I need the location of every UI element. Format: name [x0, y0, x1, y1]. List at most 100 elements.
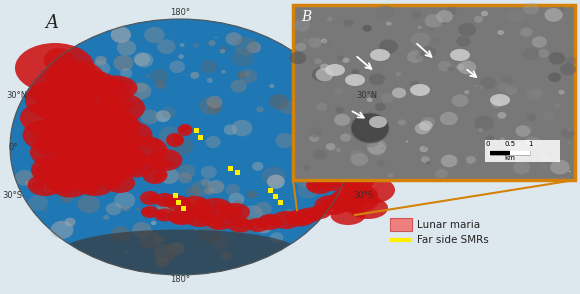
Ellipse shape [206, 78, 213, 83]
Ellipse shape [226, 32, 242, 46]
Ellipse shape [60, 193, 73, 203]
Ellipse shape [523, 30, 528, 34]
Ellipse shape [88, 71, 97, 78]
Ellipse shape [335, 88, 343, 94]
Ellipse shape [42, 103, 68, 124]
Ellipse shape [314, 195, 350, 215]
Ellipse shape [191, 181, 211, 196]
Ellipse shape [240, 69, 258, 83]
Ellipse shape [201, 214, 216, 225]
Ellipse shape [25, 129, 41, 142]
Ellipse shape [83, 155, 133, 185]
Ellipse shape [114, 55, 133, 71]
Ellipse shape [32, 131, 50, 145]
Ellipse shape [523, 2, 539, 15]
Ellipse shape [532, 90, 541, 96]
Ellipse shape [560, 63, 577, 75]
Text: km: km [505, 155, 516, 161]
Ellipse shape [242, 205, 263, 221]
Ellipse shape [507, 9, 525, 22]
Ellipse shape [44, 45, 316, 249]
Ellipse shape [329, 178, 346, 186]
Ellipse shape [204, 187, 214, 195]
Ellipse shape [195, 210, 212, 220]
Ellipse shape [20, 112, 41, 129]
Ellipse shape [321, 198, 341, 209]
Ellipse shape [559, 90, 565, 95]
Ellipse shape [333, 198, 352, 210]
Ellipse shape [15, 170, 34, 186]
Ellipse shape [331, 205, 365, 225]
Bar [390, 218, 412, 231]
Ellipse shape [95, 56, 107, 65]
Ellipse shape [322, 39, 334, 47]
Ellipse shape [96, 136, 110, 147]
Ellipse shape [307, 173, 320, 183]
Ellipse shape [441, 155, 458, 167]
Ellipse shape [560, 53, 571, 62]
Ellipse shape [228, 206, 241, 213]
Ellipse shape [96, 92, 117, 109]
Ellipse shape [396, 72, 401, 76]
Ellipse shape [566, 57, 577, 65]
Ellipse shape [419, 121, 433, 131]
Ellipse shape [159, 168, 179, 184]
Ellipse shape [543, 112, 556, 121]
Ellipse shape [303, 38, 309, 43]
Ellipse shape [141, 206, 159, 218]
Ellipse shape [57, 88, 122, 123]
Ellipse shape [64, 218, 75, 226]
Ellipse shape [367, 97, 373, 102]
Ellipse shape [452, 94, 469, 107]
Ellipse shape [96, 168, 122, 179]
Ellipse shape [308, 127, 322, 138]
Ellipse shape [343, 158, 387, 183]
Ellipse shape [133, 52, 150, 66]
Ellipse shape [200, 97, 222, 115]
Ellipse shape [106, 104, 130, 120]
Ellipse shape [154, 235, 164, 243]
Ellipse shape [318, 161, 328, 168]
Ellipse shape [215, 36, 218, 39]
Ellipse shape [108, 93, 119, 102]
Ellipse shape [91, 176, 113, 187]
Ellipse shape [147, 149, 183, 171]
Ellipse shape [271, 211, 301, 229]
Ellipse shape [106, 203, 122, 215]
Bar [180, 206, 186, 211]
Ellipse shape [57, 109, 78, 127]
Ellipse shape [36, 141, 60, 155]
Ellipse shape [501, 138, 505, 141]
Ellipse shape [262, 167, 285, 186]
Ellipse shape [398, 119, 406, 126]
Ellipse shape [219, 46, 228, 53]
Ellipse shape [527, 114, 536, 121]
Ellipse shape [379, 40, 398, 54]
Ellipse shape [151, 221, 157, 225]
Ellipse shape [548, 72, 561, 82]
Ellipse shape [258, 214, 282, 230]
Ellipse shape [321, 135, 332, 144]
Ellipse shape [184, 209, 216, 227]
Ellipse shape [320, 133, 336, 145]
Ellipse shape [26, 99, 35, 106]
Ellipse shape [107, 166, 129, 179]
Ellipse shape [346, 185, 378, 205]
Text: B: B [301, 10, 311, 24]
Ellipse shape [481, 11, 488, 16]
Ellipse shape [246, 191, 258, 199]
Ellipse shape [329, 180, 343, 186]
Ellipse shape [479, 84, 484, 88]
Ellipse shape [307, 183, 322, 192]
Ellipse shape [334, 114, 350, 126]
Ellipse shape [88, 139, 143, 171]
Ellipse shape [155, 257, 169, 268]
Ellipse shape [432, 38, 439, 44]
Ellipse shape [154, 173, 161, 182]
Ellipse shape [550, 160, 570, 174]
Ellipse shape [468, 161, 472, 164]
Ellipse shape [194, 229, 198, 232]
Ellipse shape [223, 203, 227, 207]
Ellipse shape [480, 77, 496, 89]
Ellipse shape [27, 115, 30, 117]
